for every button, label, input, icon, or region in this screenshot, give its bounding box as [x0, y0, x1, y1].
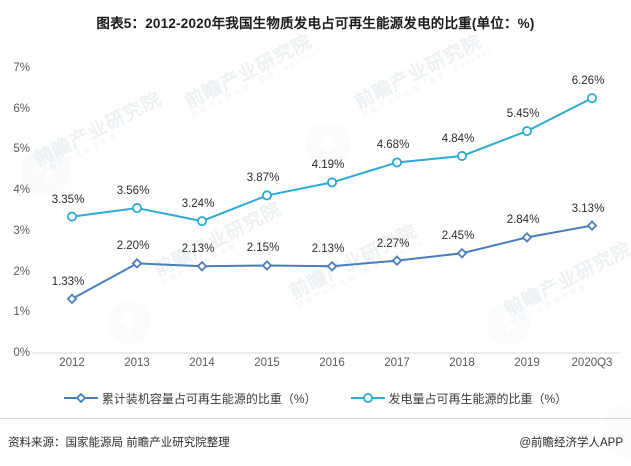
- y-axis-tick-label: 3%: [13, 224, 30, 237]
- data-point-label: 3.24%: [181, 198, 215, 211]
- x-axis-tick-label: 2018: [449, 357, 475, 369]
- y-axis-tick-label: 5%: [13, 143, 30, 156]
- data-point-diamond[interactable]: [326, 260, 338, 272]
- legend-label: 发电量占可再生能源的比重（%）: [388, 391, 568, 406]
- data-point-label: 3.13%: [571, 202, 605, 215]
- legend-item-0[interactable]: 累计装机容量占可再生能源的比重（%）: [63, 390, 317, 407]
- source-text: 资料来源：国家能源局 前瞻产业研究院整理: [8, 437, 230, 449]
- data-point-circle[interactable]: [67, 211, 78, 222]
- page-title: 图表5：2012-2020年我国生物质发电占可再生能源发电的比重(单位：%): [96, 16, 535, 31]
- data-point-label: 2.15%: [246, 242, 280, 255]
- data-point-circle[interactable]: [261, 190, 272, 201]
- footer: 资料来源：国家能源局 前瞻产业研究院整理 @前瞻经济学人APP: [0, 430, 631, 458]
- y-axis-tick-label: 2%: [13, 265, 30, 278]
- brand-text: @前瞻经济学人APP: [519, 437, 623, 449]
- data-point-diamond[interactable]: [456, 247, 468, 259]
- y-axis: 0% 1% 2% 3% 4% 5% 6% 7%: [0, 55, 30, 365]
- chart-svg: [32, 93, 620, 354]
- data-point-diamond[interactable]: [261, 260, 273, 271]
- legend-label: 累计装机容量占可再生能源的比重（%）: [101, 391, 317, 406]
- data-point-label: 4.84%: [441, 132, 475, 145]
- y-axis-tick-label: 1%: [13, 306, 30, 319]
- data-point-circle[interactable]: [196, 216, 207, 227]
- data-point-label: 2.20%: [116, 240, 150, 253]
- data-point-diamond[interactable]: [391, 255, 403, 266]
- chart-legend: 累计装机容量占可再生能源的比重（%） 发电量占可再生能源的比重（%）: [0, 385, 631, 411]
- x-axis-tick-label: 2019: [514, 357, 540, 369]
- data-point-label: 2.13%: [181, 243, 215, 256]
- y-axis-tick-label: 7%: [13, 62, 30, 74]
- data-point-diamond[interactable]: [586, 220, 598, 231]
- data-point-label: 5.45%: [506, 108, 540, 121]
- data-point-label: 4.68%: [376, 139, 410, 152]
- data-point-label: 3.35%: [51, 193, 85, 206]
- x-axis-tick-label: 2013: [124, 357, 150, 369]
- x-axis-tick-label: 2015: [254, 357, 280, 369]
- x-axis-tick-label: 2012: [59, 357, 85, 369]
- data-point-circle[interactable]: [131, 203, 142, 214]
- data-point-label: 3.56%: [116, 185, 150, 198]
- x-axis: 2012 2013 2014 2015 2016 2017 2018 2019 2020Q3: [32, 357, 620, 379]
- chart-plot-area: 1.33% 2.20% 2.13% 2.15% 2.13% 2.27% 2.45% 2.84%…: [0, 55, 631, 365]
- data-point-diamond[interactable]: [196, 260, 208, 272]
- y-axis-tick-label: 4%: [13, 184, 30, 197]
- x-axis-tick-label: 2014: [189, 357, 215, 369]
- footer-divider: [0, 418, 631, 419]
- data-point-label: 3.87%: [246, 172, 280, 185]
- data-point-circle[interactable]: [456, 150, 467, 161]
- legend-diamond-marker-icon: [63, 392, 98, 404]
- data-point-label: 2.84%: [506, 214, 540, 227]
- data-point-circle[interactable]: [391, 157, 402, 168]
- legend-item-1[interactable]: 发电量占可再生能源的比重（%）: [350, 390, 568, 407]
- data-point-label: 4.19%: [311, 159, 345, 172]
- data-point-label: 6.26%: [571, 75, 605, 88]
- data-point-label: 2.45%: [441, 230, 475, 243]
- x-axis-tick-label: 2020Q3: [571, 357, 613, 369]
- data-point-circle[interactable]: [587, 93, 598, 104]
- data-point-diamond[interactable]: [66, 293, 78, 305]
- y-axis-tick-label: 0%: [13, 347, 30, 359]
- data-point-diamond[interactable]: [131, 258, 143, 269]
- x-axis-tick-label: 2016: [319, 357, 345, 369]
- data-point-circle[interactable]: [326, 177, 337, 188]
- chart-series-group: [66, 93, 598, 305]
- data-point-label: 2.27%: [376, 237, 410, 250]
- data-point-label: 1.33%: [51, 275, 85, 288]
- data-point-diamond[interactable]: [521, 231, 533, 243]
- x-axis-tick-label: 2017: [384, 357, 410, 369]
- legend-circle-marker-icon: [350, 393, 385, 403]
- data-point-label: 2.13%: [311, 243, 345, 256]
- data-point-circle[interactable]: [522, 126, 533, 137]
- y-axis-tick-label: 6%: [13, 102, 30, 115]
